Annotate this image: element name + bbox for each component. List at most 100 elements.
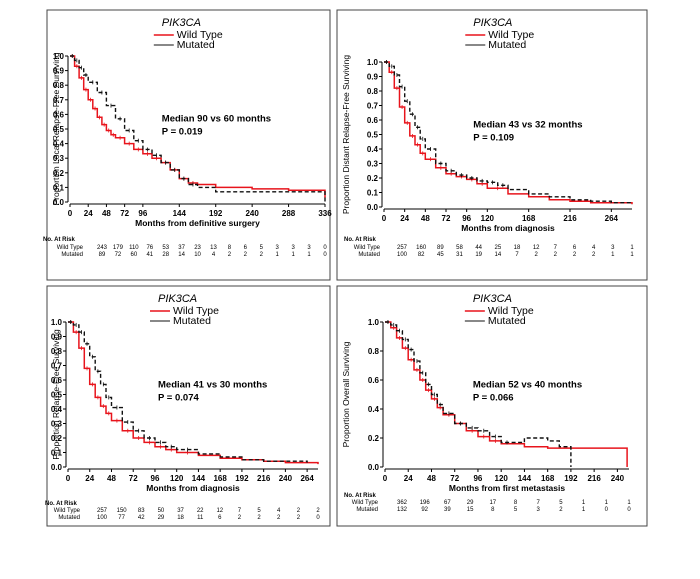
risk-table-header: No. At Risk xyxy=(45,501,77,507)
risk-value: 7 xyxy=(554,245,558,251)
risk-value: 3 xyxy=(307,245,311,251)
risk-value: 2 xyxy=(297,515,301,521)
x-axis-title: Months from first metastasis xyxy=(449,483,565,493)
risk-value: 2 xyxy=(277,515,281,521)
chart-title: PIK3CA xyxy=(473,17,512,29)
legend-label: Mutated xyxy=(488,315,526,327)
x-tick-label: 192 xyxy=(564,474,578,483)
risk-value: 3 xyxy=(611,245,615,251)
risk-value: 1 xyxy=(276,252,280,258)
risk-value: 13 xyxy=(210,245,217,251)
x-tick-label: 144 xyxy=(192,474,206,483)
risk-value: 2 xyxy=(257,515,261,521)
panel-border xyxy=(336,9,648,281)
x-axis-title: Months from diagnosis xyxy=(461,223,555,233)
x-tick-label: 24 xyxy=(400,214,409,223)
x-tick-label: 96 xyxy=(138,209,147,218)
y-tick-label: 0.4 xyxy=(367,145,379,154)
x-tick-label: 120 xyxy=(481,214,495,223)
x-tick-label: 336 xyxy=(318,209,332,218)
x-tick-label: 288 xyxy=(282,209,296,218)
y-tick-label: 0.2 xyxy=(368,434,380,443)
x-tick-label: 240 xyxy=(279,474,293,483)
y-tick-label: 0.5 xyxy=(53,125,65,134)
risk-value: 243 xyxy=(97,245,108,251)
risk-value: 1 xyxy=(307,252,311,258)
y-tick-label: 0.6 xyxy=(51,376,63,385)
y-tick-label: 0.7 xyxy=(367,102,379,111)
risk-value: 2 xyxy=(559,507,563,513)
risk-value: 257 xyxy=(97,508,108,514)
p-value-annotation: P = 0.109 xyxy=(473,132,514,143)
y-tick-label: 0.8 xyxy=(367,87,379,96)
y-tick-label: 1.0 xyxy=(367,58,379,67)
x-tick-label: 216 xyxy=(587,474,601,483)
x-tick-label: 120 xyxy=(495,474,509,483)
y-tick-label: 0.3 xyxy=(367,160,379,169)
risk-value: 37 xyxy=(178,245,185,251)
risk-value: 2 xyxy=(534,252,538,258)
y-tick-label: 0.8 xyxy=(53,81,65,90)
y-tick-label: 1.0 xyxy=(51,318,63,327)
risk-table-header: No. At Risk xyxy=(344,237,376,243)
risk-value: 92 xyxy=(421,507,428,513)
x-tick-label: 24 xyxy=(404,474,413,483)
risk-value: 2 xyxy=(554,252,558,258)
risk-value: 3 xyxy=(291,245,295,251)
risk-row-label: Wild Type xyxy=(57,245,84,251)
y-tick-label: 0.9 xyxy=(51,333,63,342)
y-tick-label: 0.1 xyxy=(53,183,65,192)
x-tick-label: 264 xyxy=(605,214,619,223)
x-tick-label: 96 xyxy=(473,474,482,483)
x-tick-label: 0 xyxy=(68,209,73,218)
median-annotation: Median 43 vs 32 months xyxy=(473,119,582,130)
risk-value: 7 xyxy=(515,252,519,258)
risk-table-header: No. At Risk xyxy=(43,237,75,243)
x-tick-label: 72 xyxy=(129,474,138,483)
risk-value: 5 xyxy=(559,500,563,506)
risk-value: 67 xyxy=(444,500,451,506)
y-tick-label: 0.3 xyxy=(53,154,65,163)
risk-value: 76 xyxy=(146,245,153,251)
y-tick-label: 0.4 xyxy=(51,405,63,414)
risk-value: 2 xyxy=(228,252,232,258)
risk-value: 31 xyxy=(456,252,463,258)
risk-value: 0 xyxy=(605,507,609,513)
risk-value: 6 xyxy=(244,245,248,251)
x-tick-label: 96 xyxy=(151,474,160,483)
legend-label: Wild Type xyxy=(488,305,534,317)
risk-value: 100 xyxy=(97,515,108,521)
risk-value: 1 xyxy=(630,252,634,258)
risk-value: 132 xyxy=(397,507,408,513)
risk-value: 150 xyxy=(117,508,128,514)
risk-value: 2 xyxy=(297,508,301,514)
y-tick-label: 0.0 xyxy=(53,198,65,207)
risk-value: 0 xyxy=(627,507,631,513)
risk-value: 11 xyxy=(197,515,204,521)
risk-row-label: Mutated xyxy=(356,507,378,513)
risk-value: 179 xyxy=(113,245,124,251)
risk-value: 0 xyxy=(316,515,320,521)
y-tick-label: 0.5 xyxy=(51,391,63,400)
risk-row-label: Mutated xyxy=(58,515,80,521)
risk-value: 4 xyxy=(277,508,281,514)
risk-row-label: Mutated xyxy=(61,252,83,258)
y-tick-label: 1.0 xyxy=(53,52,65,61)
risk-row-label: Wild Type xyxy=(354,245,381,251)
risk-value: 0 xyxy=(323,252,327,258)
x-tick-label: 144 xyxy=(518,474,532,483)
x-tick-label: 192 xyxy=(209,209,223,218)
risk-value: 12 xyxy=(533,245,540,251)
x-tick-label: 168 xyxy=(541,474,555,483)
risk-value: 1 xyxy=(582,507,586,513)
risk-value: 83 xyxy=(138,508,145,514)
x-tick-label: 48 xyxy=(102,209,111,218)
y-tick-label: 0.5 xyxy=(367,131,379,140)
risk-value: 8 xyxy=(514,500,518,506)
risk-value: 14 xyxy=(494,252,501,258)
risk-value: 6 xyxy=(218,515,222,521)
y-tick-label: 1.0 xyxy=(368,318,380,327)
risk-value: 72 xyxy=(115,252,122,258)
x-tick-label: 24 xyxy=(85,474,94,483)
y-tick-label: 0.9 xyxy=(367,73,379,82)
